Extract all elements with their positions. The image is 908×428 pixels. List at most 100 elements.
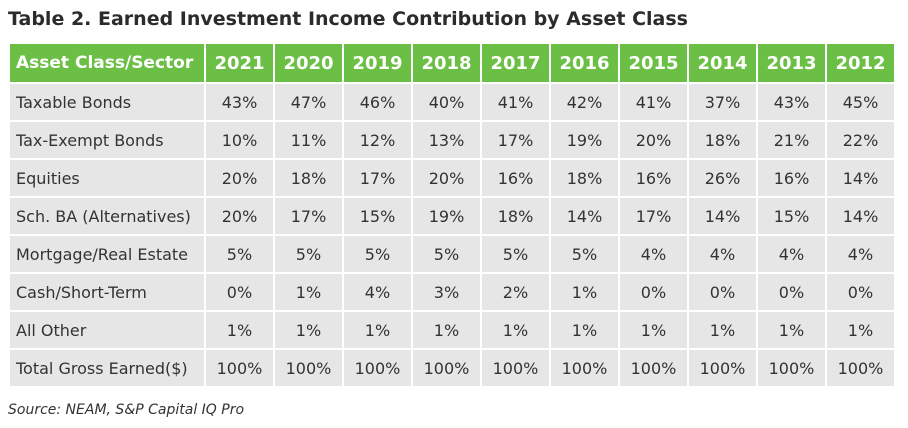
table-cell: 18%: [275, 160, 342, 196]
column-header-year: 2019: [344, 44, 411, 82]
table-cell: 1%: [206, 312, 273, 348]
table-cell: 4%: [689, 236, 756, 272]
table-cell: 0%: [758, 274, 825, 310]
table-cell: 1%: [620, 312, 687, 348]
table-cell: 14%: [827, 198, 894, 234]
table-row: Tax-Exempt Bonds 10% 11% 12% 13% 17% 19% 20% 18%…: [10, 122, 894, 158]
table-cell: 100%: [275, 350, 342, 386]
table-cell: 20%: [206, 160, 273, 196]
table-cell: 100%: [413, 350, 480, 386]
table-header-row: Asset Class/Sector 2021 2020 2019 2018 2…: [10, 44, 894, 82]
table-cell: 100%: [827, 350, 894, 386]
table-cell: 26%: [689, 160, 756, 196]
table-cell: 5%: [413, 236, 480, 272]
table-cell: 22%: [827, 122, 894, 158]
table-cell: 17%: [482, 122, 549, 158]
table-cell: 43%: [758, 84, 825, 120]
table-cell: 19%: [413, 198, 480, 234]
table-cell: 1%: [689, 312, 756, 348]
column-header-year: 2016: [551, 44, 618, 82]
table-cell: 41%: [620, 84, 687, 120]
row-label: All Other: [10, 312, 204, 348]
table-cell: 42%: [551, 84, 618, 120]
table-cell: 100%: [551, 350, 618, 386]
table-cell: 5%: [551, 236, 618, 272]
table-cell: 43%: [206, 84, 273, 120]
column-header-year: 2020: [275, 44, 342, 82]
table-cell: 1%: [551, 312, 618, 348]
table-cell: 14%: [551, 198, 618, 234]
row-label: Total Gross Earned($): [10, 350, 204, 386]
table-cell: 18%: [689, 122, 756, 158]
table-cell: 20%: [620, 122, 687, 158]
table-cell: 15%: [758, 198, 825, 234]
table-cell: 45%: [827, 84, 894, 120]
table-cell: 19%: [551, 122, 618, 158]
table-cell: 18%: [551, 160, 618, 196]
table-row: Total Gross Earned($) 100% 100% 100% 100% 100…: [10, 350, 894, 386]
row-label: Cash/Short-Term: [10, 274, 204, 310]
table-cell: 1%: [275, 312, 342, 348]
table-row: Equities 20% 18% 17% 20% 16% 18% 16% 26% 16% 14%: [10, 160, 894, 196]
table-cell: 1%: [482, 312, 549, 348]
column-header-asset-class: Asset Class/Sector: [10, 44, 204, 82]
row-label: Mortgage/Real Estate: [10, 236, 204, 272]
table-row: All Other 1% 1% 1% 1% 1% 1% 1% 1% 1% 1%: [10, 312, 894, 348]
table-cell: 18%: [482, 198, 549, 234]
table-cell: 0%: [827, 274, 894, 310]
table-cell: 4%: [344, 274, 411, 310]
table-cell: 1%: [551, 274, 618, 310]
column-header-year: 2014: [689, 44, 756, 82]
table-cell: 14%: [827, 160, 894, 196]
table-cell: 100%: [344, 350, 411, 386]
table-cell: 20%: [206, 198, 273, 234]
table-cell: 100%: [482, 350, 549, 386]
table-cell: 0%: [620, 274, 687, 310]
table-cell: 1%: [413, 312, 480, 348]
table-cell: 16%: [758, 160, 825, 196]
source-note: Source: NEAM, S&P Capital IQ Pro: [8, 402, 245, 418]
table-cell: 4%: [827, 236, 894, 272]
table-cell: 1%: [827, 312, 894, 348]
column-header-year: 2015: [620, 44, 687, 82]
table-cell: 12%: [344, 122, 411, 158]
column-header-year: 2021: [206, 44, 273, 82]
table-cell: 17%: [620, 198, 687, 234]
row-label: Sch. BA (Alternatives): [10, 198, 204, 234]
row-label: Taxable Bonds: [10, 84, 204, 120]
table-cell: 16%: [620, 160, 687, 196]
table-cell: 10%: [206, 122, 273, 158]
table-cell: 46%: [344, 84, 411, 120]
table-cell: 5%: [344, 236, 411, 272]
table-cell: 1%: [758, 312, 825, 348]
table-cell: 16%: [482, 160, 549, 196]
table-cell: 15%: [344, 198, 411, 234]
column-header-year: 2018: [413, 44, 480, 82]
table-cell: 17%: [275, 198, 342, 234]
table-cell: 5%: [275, 236, 342, 272]
table-cell: 40%: [413, 84, 480, 120]
table-cell: 21%: [758, 122, 825, 158]
table-cell: 0%: [689, 274, 756, 310]
row-label: Tax-Exempt Bonds: [10, 122, 204, 158]
table-cell: 41%: [482, 84, 549, 120]
table-body: Taxable Bonds 43% 47% 46% 40% 41% 42% 41% 37% 43%…: [10, 84, 894, 386]
column-header-year: 2017: [482, 44, 549, 82]
table-cell: 1%: [344, 312, 411, 348]
table-title: Table 2. Earned Investment Income Contri…: [8, 8, 688, 30]
table-row: Sch. BA (Alternatives) 20% 17% 15% 19% 18% 14%…: [10, 198, 894, 234]
table-cell: 2%: [482, 274, 549, 310]
table-cell: 14%: [689, 198, 756, 234]
table-row: Mortgage/Real Estate 5% 5% 5% 5% 5% 5% 4% 4% 4% 4%: [10, 236, 894, 272]
table-cell: 5%: [482, 236, 549, 272]
table-cell: 3%: [413, 274, 480, 310]
table-cell: 4%: [758, 236, 825, 272]
table-cell: 0%: [206, 274, 273, 310]
column-header-year: 2012: [827, 44, 894, 82]
table-cell: 100%: [689, 350, 756, 386]
table-cell: 20%: [413, 160, 480, 196]
table-cell: 100%: [758, 350, 825, 386]
table-row: Cash/Short-Term 0% 1% 4% 3% 2% 1% 0% 0% 0% 0%: [10, 274, 894, 310]
table-cell: 11%: [275, 122, 342, 158]
table-cell: 100%: [206, 350, 273, 386]
